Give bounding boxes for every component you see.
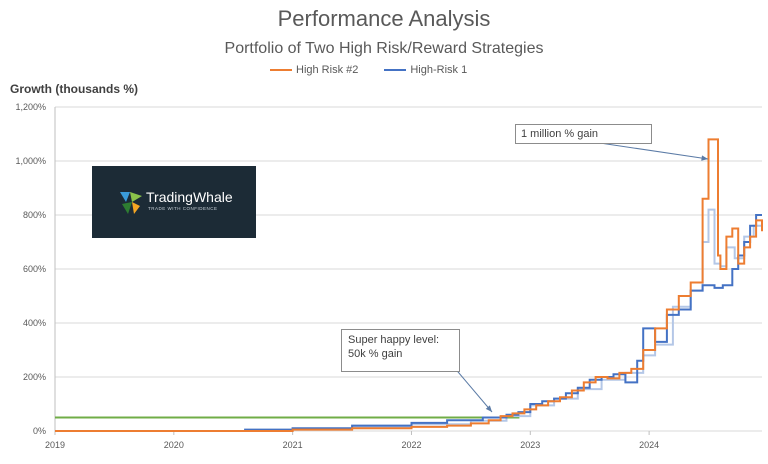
legend-label-high-risk-2: High Risk #2 <box>296 64 359 76</box>
y-tick-label: 1,000% <box>15 156 46 166</box>
y-tick-label: 600% <box>23 264 46 274</box>
annotation-arrow-top-head <box>701 155 708 161</box>
legend-item-high-risk-1: High-Risk 1 <box>384 64 467 76</box>
chart-legend: High Risk #2 High-Risk 1 <box>270 64 467 76</box>
series-line-combined <box>55 208 763 432</box>
chart-subtitle: Portfolio of Two High Risk/Reward Strate… <box>224 40 544 57</box>
y-tick-label: 400% <box>23 318 46 328</box>
annotation-arrow-top <box>599 142 709 160</box>
x-tick-label: 2021 <box>283 440 303 450</box>
x-tick-label: 2024 <box>639 440 659 450</box>
x-tick-label: 2023 <box>520 440 540 450</box>
annotation-arrow-low-head <box>485 405 492 412</box>
x-tick-label: 2020 <box>164 440 184 450</box>
legend-item-high-risk-2: High Risk #2 <box>270 64 358 76</box>
series-line-threshold <box>55 416 520 419</box>
annotation-line-2: 50k % gain <box>348 348 403 360</box>
annotation-million-gain: 1 million % gain <box>515 124 652 144</box>
y-axis-label: Growth (thousands %) <box>10 82 138 96</box>
whale-logo-icon <box>120 192 142 214</box>
x-tick-label: 2022 <box>401 440 421 450</box>
y-tick-label: 800% <box>23 210 46 220</box>
annotation-arrow-low <box>452 365 493 413</box>
logo-tagline: TRADE WITH CONFIDENCE <box>148 206 218 211</box>
logo-panel <box>92 166 256 238</box>
series-line-high-risk-2 <box>55 138 763 432</box>
y-tick-label: 200% <box>23 372 46 382</box>
legend-swatch-high-risk-1 <box>384 69 407 71</box>
y-tick-label: 1,200% <box>15 102 46 112</box>
logo-name: TradingWhale <box>146 189 233 205</box>
chart-title: Performance Analysis <box>277 6 491 31</box>
annotation-super-happy-level: Super happy level: 50k % gain <box>341 329 460 372</box>
legend-swatch-high-risk-2 <box>270 69 292 71</box>
x-tick-label: 2019 <box>45 440 65 450</box>
series-line-high-risk-1 <box>55 214 762 432</box>
legend-label-high-risk-1: High-Risk 1 <box>410 64 468 76</box>
annotation-line-1: Super happy level: <box>348 334 440 346</box>
y-tick-label: 0% <box>33 426 46 436</box>
